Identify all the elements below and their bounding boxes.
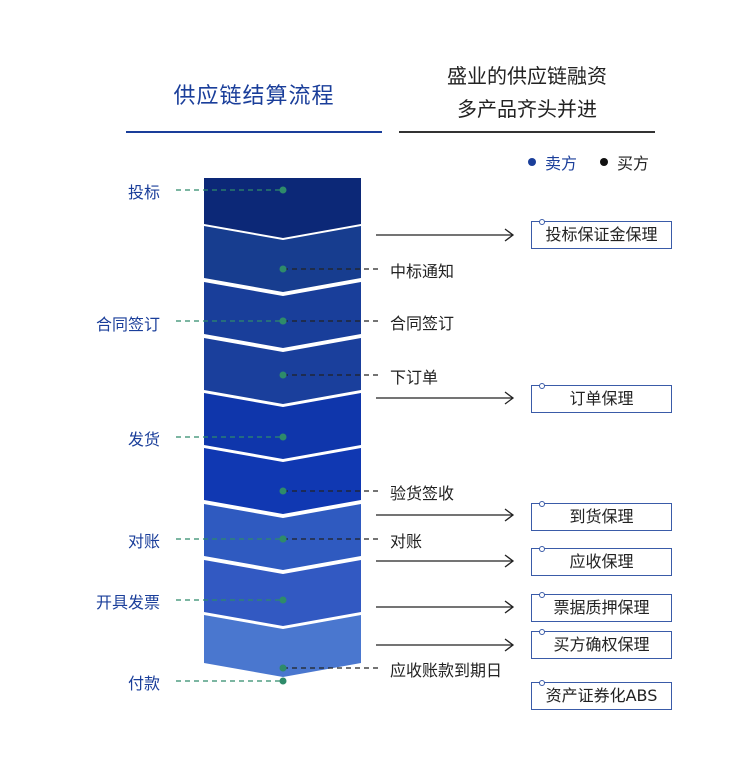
product-box-5: 买方确权保理 — [531, 629, 672, 659]
product-label-0: 投标保证金保理 — [545, 225, 658, 244]
chevron-band-3 — [204, 338, 361, 404]
left-title: 供应链结算流程 — [173, 84, 335, 109]
right-title-line2: 多产品齐头并进 — [457, 97, 597, 121]
buyer-step-2: 下订单 — [390, 368, 439, 387]
product-box-0: 投标保证金保理 — [531, 219, 672, 249]
box-corner-icon — [539, 219, 545, 225]
seller-node-2 — [279, 433, 287, 441]
arrow-head-icon — [504, 508, 515, 522]
chevron-band-5 — [204, 448, 361, 514]
left-title-underline — [126, 131, 382, 133]
buyer-node-0 — [279, 265, 287, 273]
product-label-5: 买方确权保理 — [553, 635, 650, 654]
buyer-node-4 — [279, 535, 287, 543]
seller-step-3: 对账 — [127, 532, 160, 551]
legend-seller-label: 卖方 — [545, 154, 578, 173]
buyer-step-4: 对账 — [390, 532, 423, 551]
chevron-band-7 — [204, 560, 361, 626]
arrow-head-icon — [504, 391, 515, 405]
product-label-6: 资产证券化ABS — [545, 686, 658, 705]
buyer-step-5: 应收账款到期日 — [390, 661, 503, 680]
buyer-node-3 — [279, 487, 287, 495]
box-corner-icon — [539, 680, 545, 686]
legend-buyer: 买方 — [600, 150, 649, 174]
chevron-band-0 — [204, 178, 361, 238]
seller-node-0 — [279, 186, 287, 194]
arrow-head-icon — [504, 554, 515, 568]
chevron-band-1 — [204, 226, 361, 292]
product-box-6: 资产证券化ABS — [531, 680, 672, 710]
buyer-node-5 — [279, 664, 287, 672]
buyer-step-3: 验货签收 — [390, 484, 455, 503]
product-box-1: 订单保理 — [531, 383, 672, 413]
arrow-head-icon — [504, 228, 515, 242]
right-title-line1: 盛业的供应链融资 — [447, 64, 607, 88]
arrow-head-icon — [504, 600, 515, 614]
box-corner-icon — [539, 592, 545, 598]
buyer-step-1: 合同签订 — [390, 314, 455, 333]
box-corner-icon — [539, 629, 545, 635]
seller-step-5: 付款 — [127, 674, 160, 693]
seller-node-5 — [279, 677, 287, 685]
right-title: 盛业的供应链融资 多产品齐头并进 — [399, 60, 655, 126]
product-box-4: 票据质押保理 — [531, 592, 672, 622]
arrow-head-icon — [504, 638, 515, 652]
product-label-1: 订单保理 — [569, 389, 634, 408]
product-label-2: 到货保理 — [569, 507, 634, 526]
box-corner-icon — [539, 546, 545, 552]
legend-seller-dot — [528, 158, 536, 166]
seller-step-1: 合同签订 — [95, 315, 160, 334]
seller-step-4: 开具发票 — [95, 593, 160, 612]
seller-step-0: 投标 — [127, 183, 160, 202]
buyer-step-0: 中标通知 — [390, 262, 455, 281]
buyer-node-1 — [279, 317, 287, 325]
legend-buyer-dot — [600, 158, 608, 166]
product-label-4: 票据质押保理 — [553, 598, 650, 617]
chevron-band-4 — [204, 393, 361, 459]
product-label-3: 应收保理 — [569, 552, 634, 571]
legend-buyer-label: 买方 — [617, 154, 650, 173]
box-corner-icon — [539, 501, 545, 507]
seller-step-2: 发货 — [127, 430, 160, 449]
buyer-node-2 — [279, 371, 287, 379]
right-title-underline — [399, 131, 655, 133]
chevron-band-8 — [204, 615, 361, 677]
box-corner-icon — [539, 383, 545, 389]
product-box-3: 应收保理 — [531, 546, 672, 576]
chevron-band-2 — [204, 282, 361, 348]
seller-node-4 — [279, 596, 287, 604]
product-box-2: 到货保理 — [531, 501, 672, 531]
legend-seller: 卖方 — [528, 150, 577, 174]
